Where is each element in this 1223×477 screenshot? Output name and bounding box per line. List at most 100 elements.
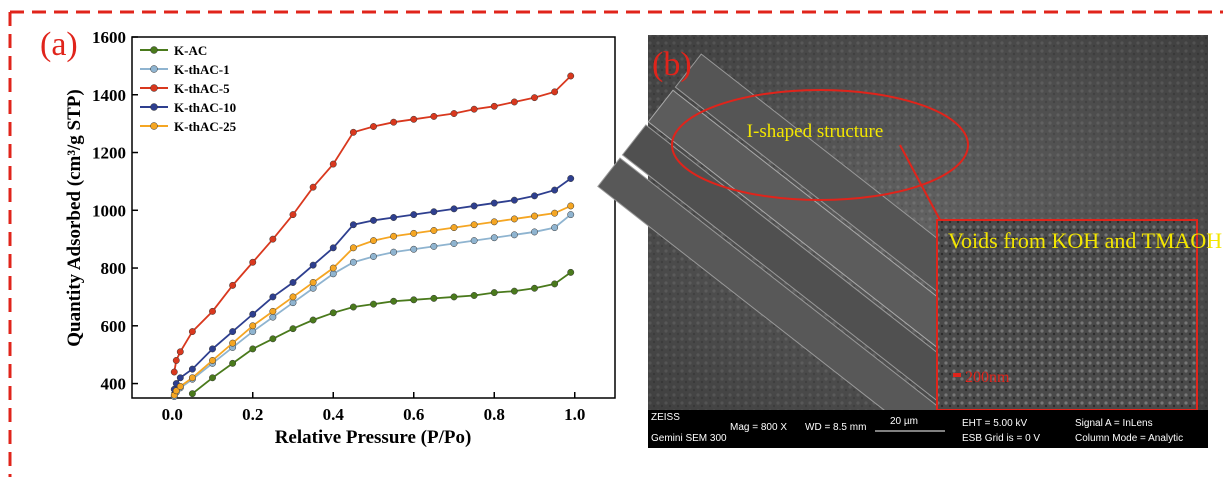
- data-point: [370, 301, 376, 307]
- data-point: [290, 299, 296, 305]
- data-point: [471, 106, 477, 112]
- legend-swatch: [151, 104, 158, 111]
- x-axis-label: Relative Pressure (P/Po): [275, 427, 472, 448]
- data-point: [189, 390, 195, 396]
- x-tick-label: 0.2: [242, 405, 263, 424]
- data-point: [310, 279, 316, 285]
- data-point: [411, 116, 417, 122]
- panel-label: (b): [652, 46, 692, 83]
- annotation: I-shaped structure: [747, 121, 884, 142]
- data-point: [370, 123, 376, 129]
- x-tick-label: 0.0: [162, 405, 183, 424]
- y-tick-label: 1600: [92, 28, 126, 47]
- data-point: [511, 216, 517, 222]
- data-point: [229, 360, 235, 366]
- data-point: [229, 328, 235, 334]
- data-point: [491, 219, 497, 225]
- data-point: [370, 217, 376, 223]
- legend-label: K-AC: [174, 43, 207, 58]
- y-axis-label: Quantity Adsorbed (cm³/g STP): [64, 89, 85, 346]
- data-point: [511, 232, 517, 238]
- data-point: [189, 366, 195, 372]
- data-point: [568, 269, 574, 275]
- data-point: [209, 375, 215, 381]
- data-point: [310, 184, 316, 190]
- data-point: [310, 285, 316, 291]
- data-point: [229, 340, 235, 346]
- data-point: [350, 304, 356, 310]
- data-point: [270, 236, 276, 242]
- data-point: [310, 317, 316, 323]
- data-point: [491, 200, 497, 206]
- scale-bar: [953, 373, 961, 377]
- legend-swatch: [151, 66, 158, 73]
- data-point: [350, 245, 356, 251]
- data-point: [431, 243, 437, 249]
- data-point: [250, 328, 256, 334]
- data-point: [250, 346, 256, 352]
- legend-swatch: [151, 85, 158, 92]
- data-point: [451, 294, 457, 300]
- data-point: [568, 73, 574, 79]
- data-point: [370, 237, 376, 243]
- y-tick-label: 1200: [92, 144, 126, 163]
- data-point: [177, 349, 183, 355]
- data-point: [551, 281, 557, 287]
- data-point: [173, 357, 179, 363]
- data-point: [209, 357, 215, 363]
- data-point: [568, 175, 574, 181]
- info-text: WD = 8.5 mm: [805, 422, 866, 433]
- data-point: [551, 187, 557, 193]
- legend-label: K-thAC-5: [174, 81, 230, 96]
- data-point: [551, 210, 557, 216]
- data-point: [290, 294, 296, 300]
- data-point: [411, 211, 417, 217]
- data-point: [431, 209, 437, 215]
- panel-label: (a): [40, 26, 78, 63]
- data-point: [350, 129, 356, 135]
- data-point: [451, 110, 457, 116]
- data-point: [511, 99, 517, 105]
- data-point: [471, 237, 477, 243]
- data-point: [171, 369, 177, 375]
- info-text: Mag = 800 X: [730, 422, 787, 433]
- legend-swatch: [151, 123, 158, 130]
- data-point: [491, 103, 497, 109]
- legend-swatch: [151, 47, 158, 54]
- y-tick-label: 1000: [92, 201, 126, 220]
- data-point: [491, 289, 497, 295]
- sem-panel: (b) I-shaped structure Voids from KOH an…: [598, 35, 1222, 448]
- data-point: [451, 206, 457, 212]
- data-point: [390, 214, 396, 220]
- info-text: ZEISS: [651, 412, 680, 423]
- data-point: [471, 203, 477, 209]
- data-point: [290, 325, 296, 331]
- scale-label: 200nm: [965, 369, 1010, 386]
- data-point: [270, 294, 276, 300]
- y-tick-label: 1400: [92, 86, 126, 105]
- data-point: [471, 222, 477, 228]
- data-point: [568, 211, 574, 217]
- y-tick-label: 400: [101, 375, 127, 394]
- data-point: [350, 259, 356, 265]
- data-point: [411, 246, 417, 252]
- info-text: 20 µm: [890, 416, 918, 427]
- data-point: [431, 113, 437, 119]
- data-point: [250, 323, 256, 329]
- data-point: [270, 336, 276, 342]
- info-text: Gemini SEM 300: [651, 433, 727, 444]
- data-point: [531, 213, 537, 219]
- data-point: [370, 253, 376, 259]
- x-tick-label: 0.6: [403, 405, 424, 424]
- data-point: [451, 224, 457, 230]
- data-point: [270, 314, 276, 320]
- data-point: [531, 94, 537, 100]
- data-point: [411, 297, 417, 303]
- data-point: [491, 235, 497, 241]
- legend-label: K-thAC-1: [174, 62, 230, 77]
- info-text: Column Mode = Analytic: [1075, 433, 1183, 444]
- data-point: [390, 119, 396, 125]
- data-point: [270, 308, 276, 314]
- data-point: [390, 298, 396, 304]
- data-point: [250, 311, 256, 317]
